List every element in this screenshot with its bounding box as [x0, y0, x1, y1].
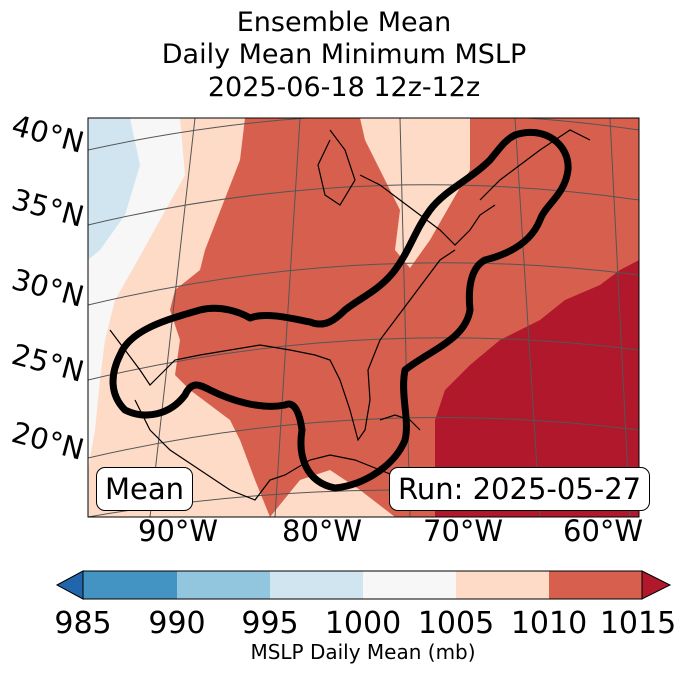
lon-label-70: 70°W: [423, 514, 504, 548]
colorbar-bin-1010-1015: [549, 571, 642, 599]
colorbar-tick: 995: [241, 606, 299, 641]
coastlines: [109, 129, 591, 501]
chart-title-line2: Daily Mean Minimum MSLP: [161, 39, 527, 70]
colorbar-bin-1000-1005: [363, 571, 456, 599]
lon-label-80: 80°W: [282, 514, 363, 548]
field-1005-1010-northeast: [360, 118, 470, 268]
lon-label-60: 60°W: [563, 514, 644, 548]
colorbar-tick: 1010: [510, 606, 588, 641]
map-frame: [87, 117, 640, 518]
colorbar-tick: 985: [54, 606, 112, 641]
colorbar-bin-985-990: [83, 571, 177, 599]
colorbar-tick: 1015: [599, 606, 677, 641]
colorbar-bin-990-995: [177, 571, 270, 599]
colorbar-label: MSLP Daily Mean (mb): [250, 640, 476, 664]
colorbar-tick: 990: [148, 606, 206, 641]
field-1005-1010-south: [270, 470, 395, 517]
colorbar-under-triangle: [55, 570, 84, 600]
chart-title-line3: 2025-06-18 12z-12z: [207, 72, 481, 103]
ensemble-outline: [109, 128, 572, 492]
field-1015-plus: [435, 260, 639, 517]
field-995-1000: [88, 118, 140, 260]
colorbar-bin-1005-1010: [456, 571, 549, 599]
run-date-label-box: Run: 2025-05-27: [389, 467, 651, 511]
colorbar: [55, 570, 672, 600]
colorbar-bin-995-1000: [270, 571, 363, 599]
chart-title-line1: Ensemble Mean: [236, 7, 452, 38]
colorbar-tick: 1005: [417, 606, 495, 641]
colorbar-over-triangle: [641, 570, 672, 600]
mean-label-box: Mean: [96, 467, 194, 511]
lon-label-90: 90°W: [138, 514, 219, 548]
colorbar-tick: 1000: [324, 606, 402, 641]
